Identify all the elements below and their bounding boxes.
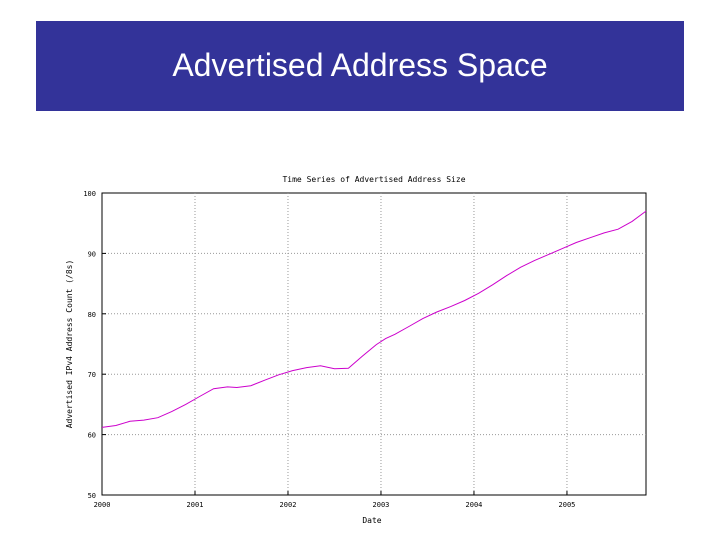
slide-title: Advertised Address Space <box>172 46 548 83</box>
y-tick-label: 100 <box>83 190 96 198</box>
tick-layer: 50 60 70 80 90 100 2000 2001 2002 2003 2004 2005 <box>83 190 575 509</box>
grid-layer <box>102 193 646 495</box>
series-line <box>101 210 647 428</box>
x-tick-label: 2004 <box>466 501 483 509</box>
title-bar: Advertised Address Space <box>36 21 684 111</box>
y-axis-label: Advertised IPv4 Address Count (/8s) <box>65 260 74 429</box>
x-tick-label: 2002 <box>280 501 297 509</box>
x-tick-label: 2001 <box>187 501 204 509</box>
y-tick-label: 90 <box>88 250 96 258</box>
y-tick-label: 50 <box>88 492 96 500</box>
y-tick-label: 60 <box>88 432 96 440</box>
x-tick-label: 2000 <box>94 501 111 509</box>
x-axis-label: Date <box>362 516 381 525</box>
plot-frame <box>101 192 647 496</box>
y-tick-label: 80 <box>88 311 96 319</box>
chart-title: Time Series of Advertised Address Size <box>282 175 465 184</box>
x-tick-label: 2005 <box>559 501 576 509</box>
y-tick-label: 70 <box>88 371 96 379</box>
x-tick-label: 2003 <box>373 501 390 509</box>
